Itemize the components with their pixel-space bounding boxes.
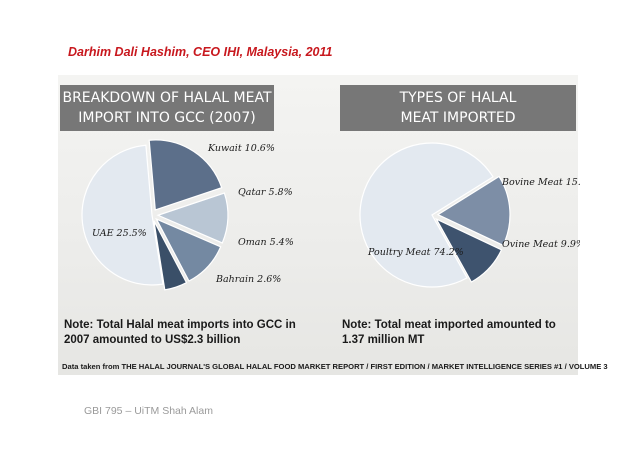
pie-label-ovine: Ovine Meat 9.9% <box>502 239 580 250</box>
data-source: Data taken from THE HALAL JOURNAL'S GLOB… <box>62 362 608 371</box>
pie-slice-poultry-meat <box>359 142 494 288</box>
pie-slice-uae <box>81 144 164 286</box>
right-chart-header: TYPES OF HALAL MEAT IMPORTED <box>340 85 576 131</box>
pie-label-bahrain: Bahrain 2.6% <box>215 274 281 285</box>
footer-text: GBI 795 – UiTM Shah Alam <box>84 405 213 417</box>
left-header-line2: IMPORT INTO GCC (2007) <box>78 110 256 126</box>
pie-label-bovine: Bovine Meat 15.9% <box>501 177 580 188</box>
left-chart-header: BREAKDOWN OF HALAL MEAT IMPORT INTO GCC … <box>60 85 274 131</box>
meat-types-pie-chart: Bovine Meat 15.9% Ovine Meat 9.9% Poultr… <box>359 142 580 288</box>
left-note: Note: Total Halal meat imports into GCC … <box>64 319 296 346</box>
pie-label-uae: UAE 25.5% <box>92 228 147 239</box>
pie-label-poultry: Poultry Meat 74.2% <box>367 247 464 258</box>
pie-slice-ovine-meat <box>434 217 503 283</box>
pie-slice-qatar <box>156 192 229 244</box>
pie-label-oman: Oman 5.4% <box>238 237 294 248</box>
pie-slice-oman <box>155 217 222 282</box>
gcc-import-pie-chart: Kuwait 10.6% Qatar 5.8% Oman 5.4% Bahrai… <box>81 139 294 291</box>
right-note: Note: Total meat imported amounted to 1.… <box>342 319 556 346</box>
pie-slice-kuwait <box>148 139 223 211</box>
author-line: Darhim Dali Hashim, CEO IHI, Malaysia, 2… <box>68 45 333 59</box>
pie-slice-bovine-meat <box>436 175 511 247</box>
left-header-line1: BREAKDOWN OF HALAL MEAT <box>62 90 272 106</box>
right-header-line2: MEAT IMPORTED <box>400 110 516 126</box>
pie-label-qatar: Qatar 5.8% <box>238 187 293 198</box>
pie-label-kuwait: Kuwait 10.6% <box>207 143 275 154</box>
right-header-line1: TYPES OF HALAL <box>399 90 517 106</box>
pie-slice-bahrain <box>153 220 188 291</box>
